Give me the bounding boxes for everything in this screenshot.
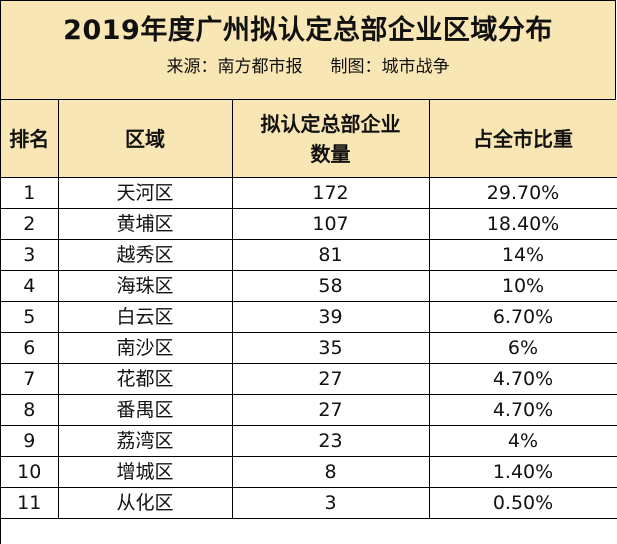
cell-rank: 8 bbox=[1, 394, 59, 426]
cell-district: 海珠区 bbox=[58, 270, 233, 302]
table-row: 1 天河区 172 29.70% bbox=[1, 177, 617, 209]
cell-share: 29.70% bbox=[429, 177, 617, 209]
cell-share: 4.70% bbox=[429, 394, 617, 426]
chart-credit: 制图：城市战争 bbox=[330, 57, 450, 77]
table-row: 8 番禺区 27 4.70% bbox=[1, 394, 617, 426]
cell-rank: 2 bbox=[1, 208, 59, 240]
cell-district: 南沙区 bbox=[58, 332, 233, 364]
table-row: 10 增城区 8 1.40% bbox=[1, 456, 617, 488]
cell-district: 荔湾区 bbox=[58, 425, 233, 457]
cell-count: 107 bbox=[232, 208, 430, 240]
header-count: 拟认定总部企业 数量 bbox=[232, 100, 430, 178]
cell-count: 8 bbox=[232, 456, 430, 488]
header-count-line2: 数量 bbox=[310, 141, 351, 166]
cell-count: 39 bbox=[232, 301, 430, 333]
cell-rank: 6 bbox=[1, 332, 59, 364]
cell-rank: 10 bbox=[1, 456, 59, 488]
header-rank: 排名 bbox=[1, 100, 59, 178]
cell-count: 23 bbox=[232, 425, 430, 457]
source-line: 来源：南方都市报 制图：城市战争 bbox=[1, 55, 615, 79]
cell-district: 从化区 bbox=[58, 487, 233, 519]
table-row: 2 黄埔区 107 18.40% bbox=[1, 208, 617, 240]
cell-rank: 7 bbox=[1, 363, 59, 395]
cell-rank: 3 bbox=[1, 239, 59, 271]
cell-district: 增城区 bbox=[58, 456, 233, 488]
header-row: 排名 区域 拟认定总部企业 数量 占全市比重 bbox=[1, 100, 617, 178]
cell-count: 27 bbox=[232, 394, 430, 426]
cell-share: 6.70% bbox=[429, 301, 617, 333]
cell-district: 越秀区 bbox=[58, 239, 233, 271]
cell-share: 0.50% bbox=[429, 487, 617, 519]
cell-district: 黄埔区 bbox=[58, 208, 233, 240]
cell-rank: 1 bbox=[1, 177, 59, 209]
cell-share: 4% bbox=[429, 425, 617, 457]
title-block: 2019年度广州拟认定总部企业区域分布 来源：南方都市报 制图：城市战争 bbox=[1, 1, 616, 100]
cell-rank: 9 bbox=[1, 425, 59, 457]
table-body: 1 天河区 172 29.70% 2 黄埔区 107 18.40% 3 越秀区 81 14% 4 海珠区 5… bbox=[1, 177, 617, 519]
cell-district: 番禺区 bbox=[58, 394, 233, 426]
cell-share: 4.70% bbox=[429, 363, 617, 395]
cell-district: 白云区 bbox=[58, 301, 233, 333]
cell-count: 172 bbox=[232, 177, 430, 209]
table-row: 4 海珠区 58 10% bbox=[1, 270, 617, 302]
cell-share: 14% bbox=[429, 239, 617, 271]
header-district: 区域 bbox=[58, 100, 233, 178]
cell-count: 58 bbox=[232, 270, 430, 302]
cell-count: 3 bbox=[232, 487, 430, 519]
table-row: 11 从化区 3 0.50% bbox=[1, 487, 617, 519]
table-row: 7 花都区 27 4.70% bbox=[1, 363, 617, 395]
cell-rank: 5 bbox=[1, 301, 59, 333]
cell-rank: 11 bbox=[1, 487, 59, 519]
cell-count: 81 bbox=[232, 239, 430, 271]
cell-district: 花都区 bbox=[58, 363, 233, 395]
table-row: 6 南沙区 35 6% bbox=[1, 332, 617, 364]
headquarters-table: 排名 区域 拟认定总部企业 数量 占全市比重 1 天河区 172 29.70% 2 黄埔区… bbox=[1, 100, 617, 519]
cell-count: 35 bbox=[232, 332, 430, 364]
table-row: 9 荔湾区 23 4% bbox=[1, 425, 617, 457]
cell-share: 6% bbox=[429, 332, 617, 364]
cell-rank: 4 bbox=[1, 270, 59, 302]
header-count-line1: 拟认定总部企业 bbox=[260, 111, 401, 136]
cell-district: 天河区 bbox=[58, 177, 233, 209]
source-credit: 来源：南方都市报 bbox=[166, 57, 303, 77]
header-share: 占全市比重 bbox=[429, 100, 617, 178]
table-title: 2019年度广州拟认定总部企业区域分布 bbox=[63, 15, 553, 46]
table-row: 3 越秀区 81 14% bbox=[1, 239, 617, 271]
cell-share: 1.40% bbox=[429, 456, 617, 488]
cell-share: 18.40% bbox=[429, 208, 617, 240]
cell-count: 27 bbox=[232, 363, 430, 395]
table-row: 5 白云区 39 6.70% bbox=[1, 301, 617, 333]
cell-share: 10% bbox=[429, 270, 617, 302]
